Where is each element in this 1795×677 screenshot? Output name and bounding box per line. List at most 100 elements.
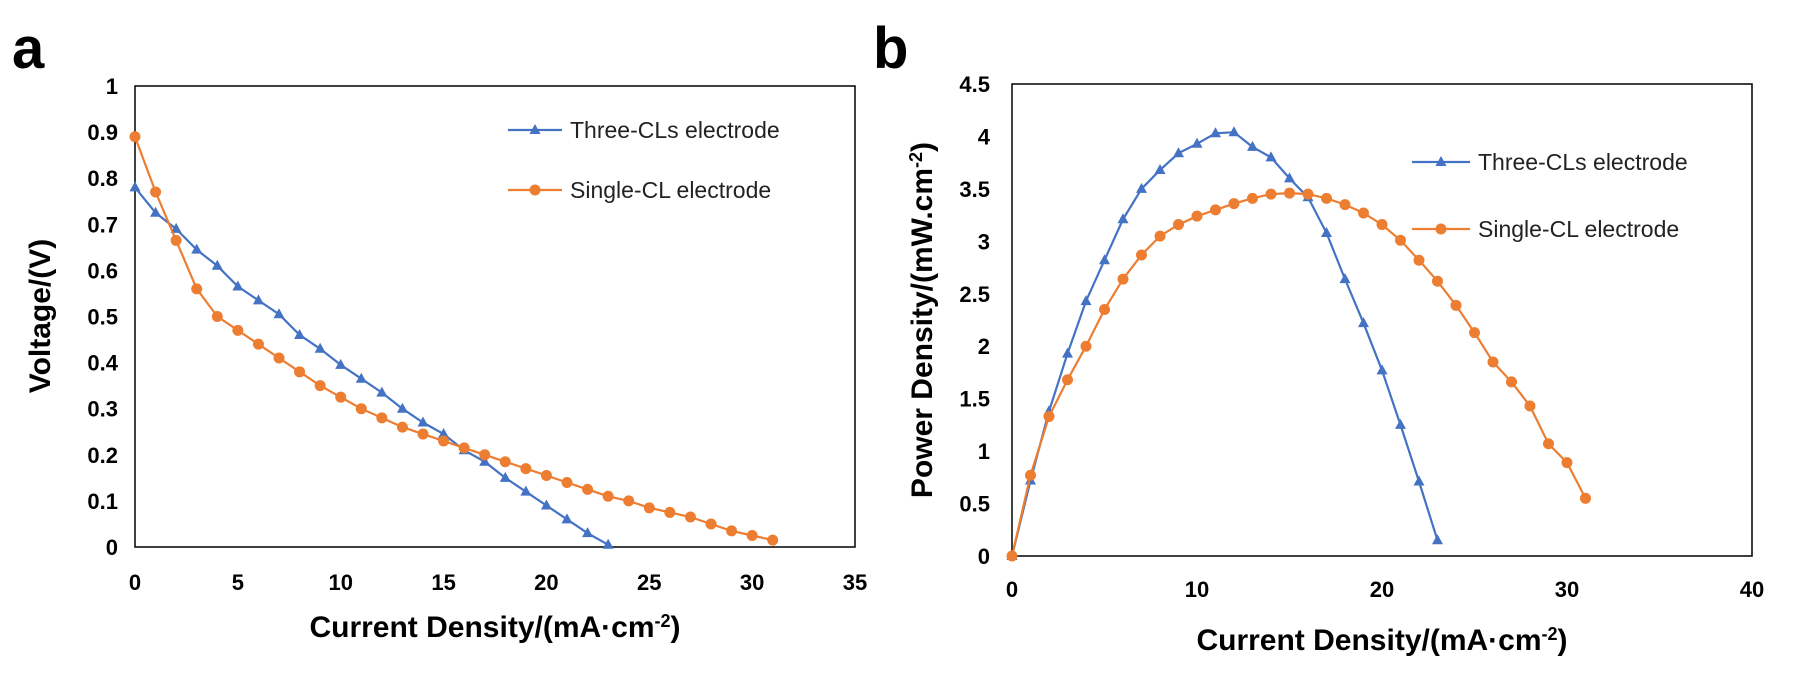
data-point-triangle — [150, 206, 162, 217]
data-point-circle — [1117, 273, 1129, 285]
data-point-circle — [1358, 207, 1369, 219]
data-point-triangle — [129, 181, 141, 192]
y-tick-label: 0.4 — [87, 351, 118, 376]
data-point-circle — [540, 470, 552, 482]
x-tick-label: 10 — [328, 570, 352, 595]
data-point-circle — [438, 435, 450, 447]
x-axis-title: Current Density/(mA·cm-2) — [1196, 624, 1567, 657]
data-point-triangle — [602, 538, 614, 549]
data-point-triangle — [1173, 147, 1184, 158]
data-point-triangle — [273, 308, 285, 319]
data-point-triangle — [520, 485, 532, 496]
data-point-circle — [252, 338, 264, 350]
y-tick-label: 0.5 — [87, 305, 118, 330]
legend-marker — [1435, 156, 1447, 166]
y-tick-label: 4.5 — [959, 72, 990, 97]
data-point-circle — [1154, 230, 1166, 242]
data-point-circle — [1025, 469, 1036, 481]
data-point-triangle — [1339, 273, 1351, 284]
y-tick-label: 2 — [978, 334, 990, 359]
data-point-circle — [1043, 410, 1055, 422]
data-point-circle — [602, 490, 614, 502]
data-point-triangle — [438, 428, 450, 439]
data-point-triangle — [1228, 126, 1240, 137]
data-point-circle — [1080, 340, 1092, 352]
data-point-circle — [458, 442, 470, 454]
data-point-circle — [355, 403, 367, 415]
x-tick-label: 15 — [431, 570, 455, 595]
data-point-circle — [170, 234, 182, 246]
data-point-circle — [273, 352, 285, 364]
data-point-circle — [417, 428, 429, 440]
data-point-circle — [1321, 192, 1332, 204]
data-point-circle — [705, 518, 717, 530]
data-point-circle — [1006, 550, 1018, 562]
y-tick-label: 1 — [106, 74, 118, 99]
y-tick-label: 0.9 — [87, 120, 118, 145]
data-point-circle — [1524, 400, 1536, 412]
x-tick-label: 5 — [232, 570, 244, 595]
data-point-triangle — [1395, 418, 1406, 429]
y-tick-label: 0 — [106, 535, 118, 560]
data-point-triangle — [1321, 226, 1332, 237]
data-point-circle — [129, 131, 141, 143]
data-point-circle — [335, 391, 347, 403]
data-point-triangle — [417, 416, 429, 427]
data-point-triangle — [1284, 172, 1295, 183]
y-tick-label: 0.5 — [959, 492, 990, 517]
data-point-circle — [1506, 376, 1517, 388]
panel-label-a: a — [12, 16, 45, 81]
data-point-circle — [1543, 438, 1554, 450]
data-point-circle — [150, 186, 162, 198]
chart-b: 0 10 20 30 40 0 0.5 1 1.5 2 2.5 3 3.5 4 4.5 Current Den… — [906, 72, 1764, 657]
y-tick-label: 4 — [978, 124, 991, 149]
legend-marker — [1435, 223, 1447, 235]
x-tick-label: 10 — [1185, 577, 1209, 602]
x-tick-label: 20 — [1370, 577, 1394, 602]
data-point-circle — [396, 421, 408, 433]
data-point-triangle — [376, 386, 388, 397]
data-point-circle — [1561, 457, 1573, 469]
legend-label: Single-CL electrode — [570, 177, 771, 203]
data-point-circle — [1136, 249, 1147, 261]
x-tick-label: 40 — [1740, 577, 1764, 602]
data-point-circle — [520, 463, 532, 475]
data-point-triangle — [582, 527, 594, 538]
data-point-circle — [1413, 254, 1425, 266]
y-tick-label: 1.5 — [959, 387, 990, 412]
data-point-circle — [1302, 188, 1314, 200]
data-point-triangle — [335, 358, 347, 369]
data-point-circle — [1265, 188, 1277, 200]
y-tick-label: 0 — [978, 544, 990, 569]
data-point-circle — [1432, 275, 1443, 287]
y-tick-label: 1 — [978, 439, 990, 464]
data-point-triangle — [1062, 347, 1073, 358]
data-point-circle — [1099, 304, 1110, 316]
data-point-circle — [1173, 219, 1184, 231]
data-point-circle — [1210, 204, 1221, 216]
data-point-triangle — [252, 294, 264, 305]
data-point-circle — [294, 366, 306, 378]
legend-label: Single-CL electrode — [1478, 216, 1679, 242]
y-tick-label: 3.5 — [959, 177, 990, 202]
plot-area-a — [134, 85, 856, 548]
data-point-circle — [1580, 492, 1591, 504]
data-point-triangle — [314, 342, 326, 353]
x-tick-label: 20 — [534, 570, 558, 595]
x-axis-title: Current Density/(mA·cm-2) — [309, 611, 680, 644]
data-point-triangle — [396, 402, 408, 413]
data-point-circle — [1487, 356, 1499, 368]
data-point-circle — [746, 529, 758, 541]
data-point-triangle — [1413, 475, 1425, 486]
y-tick-label: 0.7 — [87, 212, 118, 237]
x-tick-label: 25 — [637, 570, 661, 595]
data-point-triangle — [1210, 127, 1221, 138]
legend-marker — [529, 184, 541, 196]
data-point-circle — [1395, 234, 1406, 246]
x-tick-label: 30 — [740, 570, 764, 595]
data-point-triangle — [499, 471, 511, 482]
data-point-circle — [582, 483, 594, 495]
y-tick-label: 0.2 — [87, 443, 118, 468]
series-line-three-cls — [1010, 131, 1439, 557]
